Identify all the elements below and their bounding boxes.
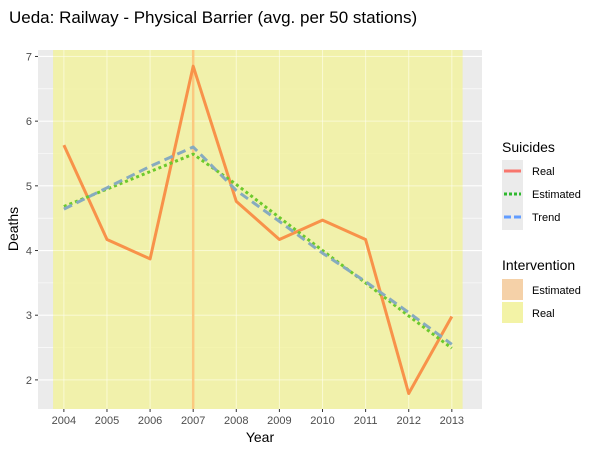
legend-swatch-real [502, 302, 523, 323]
legend-swatch-estimated [502, 279, 523, 300]
legend-intervention-title: Intervention [502, 257, 575, 273]
x-tick-label: 2008 [224, 415, 248, 427]
x-axis-ticks: 2004 2005 2006 2007 2008 2009 2010 2011 2012 2013 [52, 409, 464, 427]
x-tick-label: 2011 [354, 415, 378, 427]
legend-label-real: Real [532, 166, 555, 178]
legend-label-estimated: Estimated [532, 189, 581, 201]
intervention-shade [53, 50, 463, 409]
x-tick-label: 2009 [267, 415, 291, 427]
series-line-trend [63, 145, 453, 346]
x-tick-label: 2005 [95, 415, 119, 427]
y-tick-label: 3 [26, 310, 32, 322]
x-tick-label: 2010 [310, 415, 334, 427]
legend-label-estimated: Estimated [532, 285, 581, 297]
x-tick-label: 2012 [396, 415, 420, 427]
y-tick-label: 4 [26, 246, 32, 258]
legend-label-real: Real [532, 308, 555, 320]
series-trend [63, 145, 453, 346]
x-tick-label: 2013 [440, 415, 464, 427]
legend-label-trend: Trend [532, 212, 560, 224]
legend-intervention: Intervention Estimated Real [502, 257, 581, 323]
x-tick-label: 2006 [138, 415, 162, 427]
x-tick-label: 2007 [181, 415, 205, 427]
y-tick-label: 6 [26, 116, 32, 128]
y-axis-ticks: 2 3 4 5 6 7 [26, 51, 38, 387]
legend-suicides-title: Suicides [502, 139, 555, 155]
y-tick-label: 7 [26, 51, 32, 63]
y-tick-label: 5 [26, 181, 32, 193]
x-tick-label: 2004 [52, 415, 76, 427]
series-real [62, 64, 454, 395]
y-tick-label: 2 [26, 375, 32, 387]
legend-suicides: Suicides Real Estimated Trend [502, 139, 581, 230]
series-line-real [62, 64, 454, 395]
chart-title: Ueda: Railway - Physical Barrier (avg. p… [9, 8, 417, 27]
x-axis-title: Year [246, 429, 275, 445]
series-layer [62, 64, 454, 395]
y-axis-title: Deaths [5, 207, 21, 251]
